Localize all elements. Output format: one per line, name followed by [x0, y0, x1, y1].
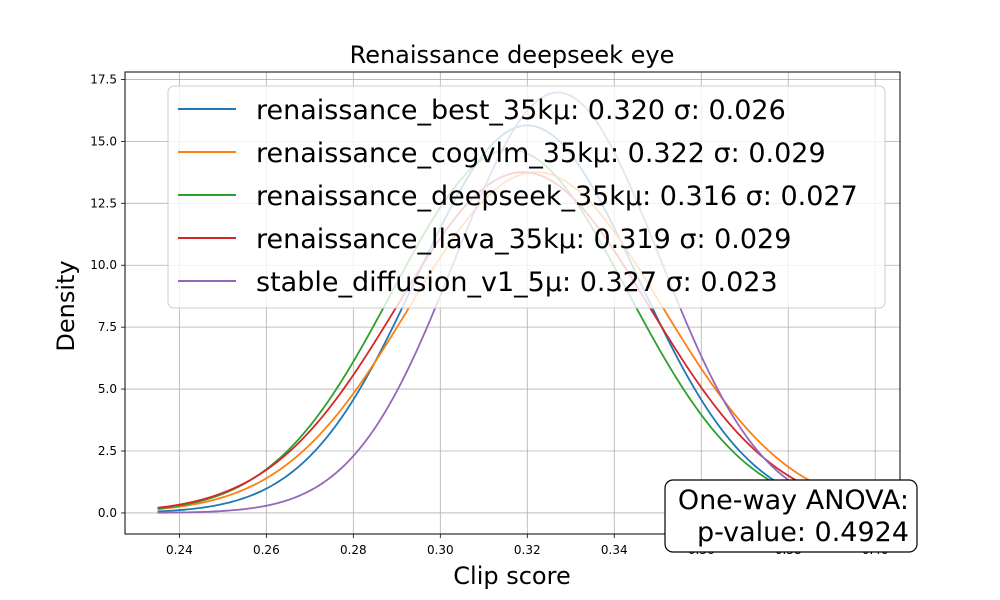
- x-tick-label: 0.34: [601, 543, 628, 557]
- x-tick-label: 0.30: [427, 543, 454, 557]
- anova-annotation: One-way ANOVA: p-value: 0.4924: [664, 479, 918, 553]
- legend-box: [167, 85, 886, 309]
- x-tick-label: 0.26: [253, 543, 280, 557]
- legend: renaissance_best_35kμ: 0.320 σ: 0.026 ren…: [167, 85, 886, 309]
- legend-label: renaissance_cogvlm_35kμ: 0.322 σ: 0.029: [256, 138, 826, 169]
- y-tick-label: 10.0: [90, 258, 117, 272]
- y-tick-label: 7.5: [98, 320, 117, 334]
- anova-box: [664, 479, 918, 553]
- y-tick-label: 17.5: [90, 72, 117, 86]
- anova-title: One-way ANOVA:: [678, 485, 909, 516]
- legend-label: renaissance_deepseek_35kμ: 0.316 σ: 0.02…: [256, 181, 858, 212]
- anova-p-value: p-value: 0.4924: [697, 517, 909, 548]
- legend-label: renaissance_llava_35kμ: 0.319 σ: 0.029: [256, 224, 791, 255]
- y-tick-label: 15.0: [90, 134, 117, 148]
- legend-label: renaissance_best_35kμ: 0.320 σ: 0.026: [256, 95, 786, 126]
- y-tick-label: 12.5: [90, 196, 117, 210]
- chart-title: Renaissance deepseek eye: [350, 41, 675, 69]
- legend-label: stable_diffusion_v1_5μ: 0.327 σ: 0.023: [256, 267, 778, 298]
- y-tick-label: 2.5: [98, 444, 117, 458]
- y-tick-label: 0.0: [98, 506, 117, 520]
- y-axis-label: Density: [52, 260, 80, 351]
- x-tick-label: 0.28: [340, 543, 367, 557]
- x-axis-label: Clip score: [453, 562, 570, 590]
- legend-entries: renaissance_best_35kμ: 0.320 σ: 0.026 ren…: [178, 95, 858, 298]
- x-tick-label: 0.32: [514, 543, 541, 557]
- x-tick-label: 0.24: [166, 543, 193, 557]
- plot-frame: [124, 71, 901, 535]
- y-tick-label: 5.0: [98, 382, 117, 396]
